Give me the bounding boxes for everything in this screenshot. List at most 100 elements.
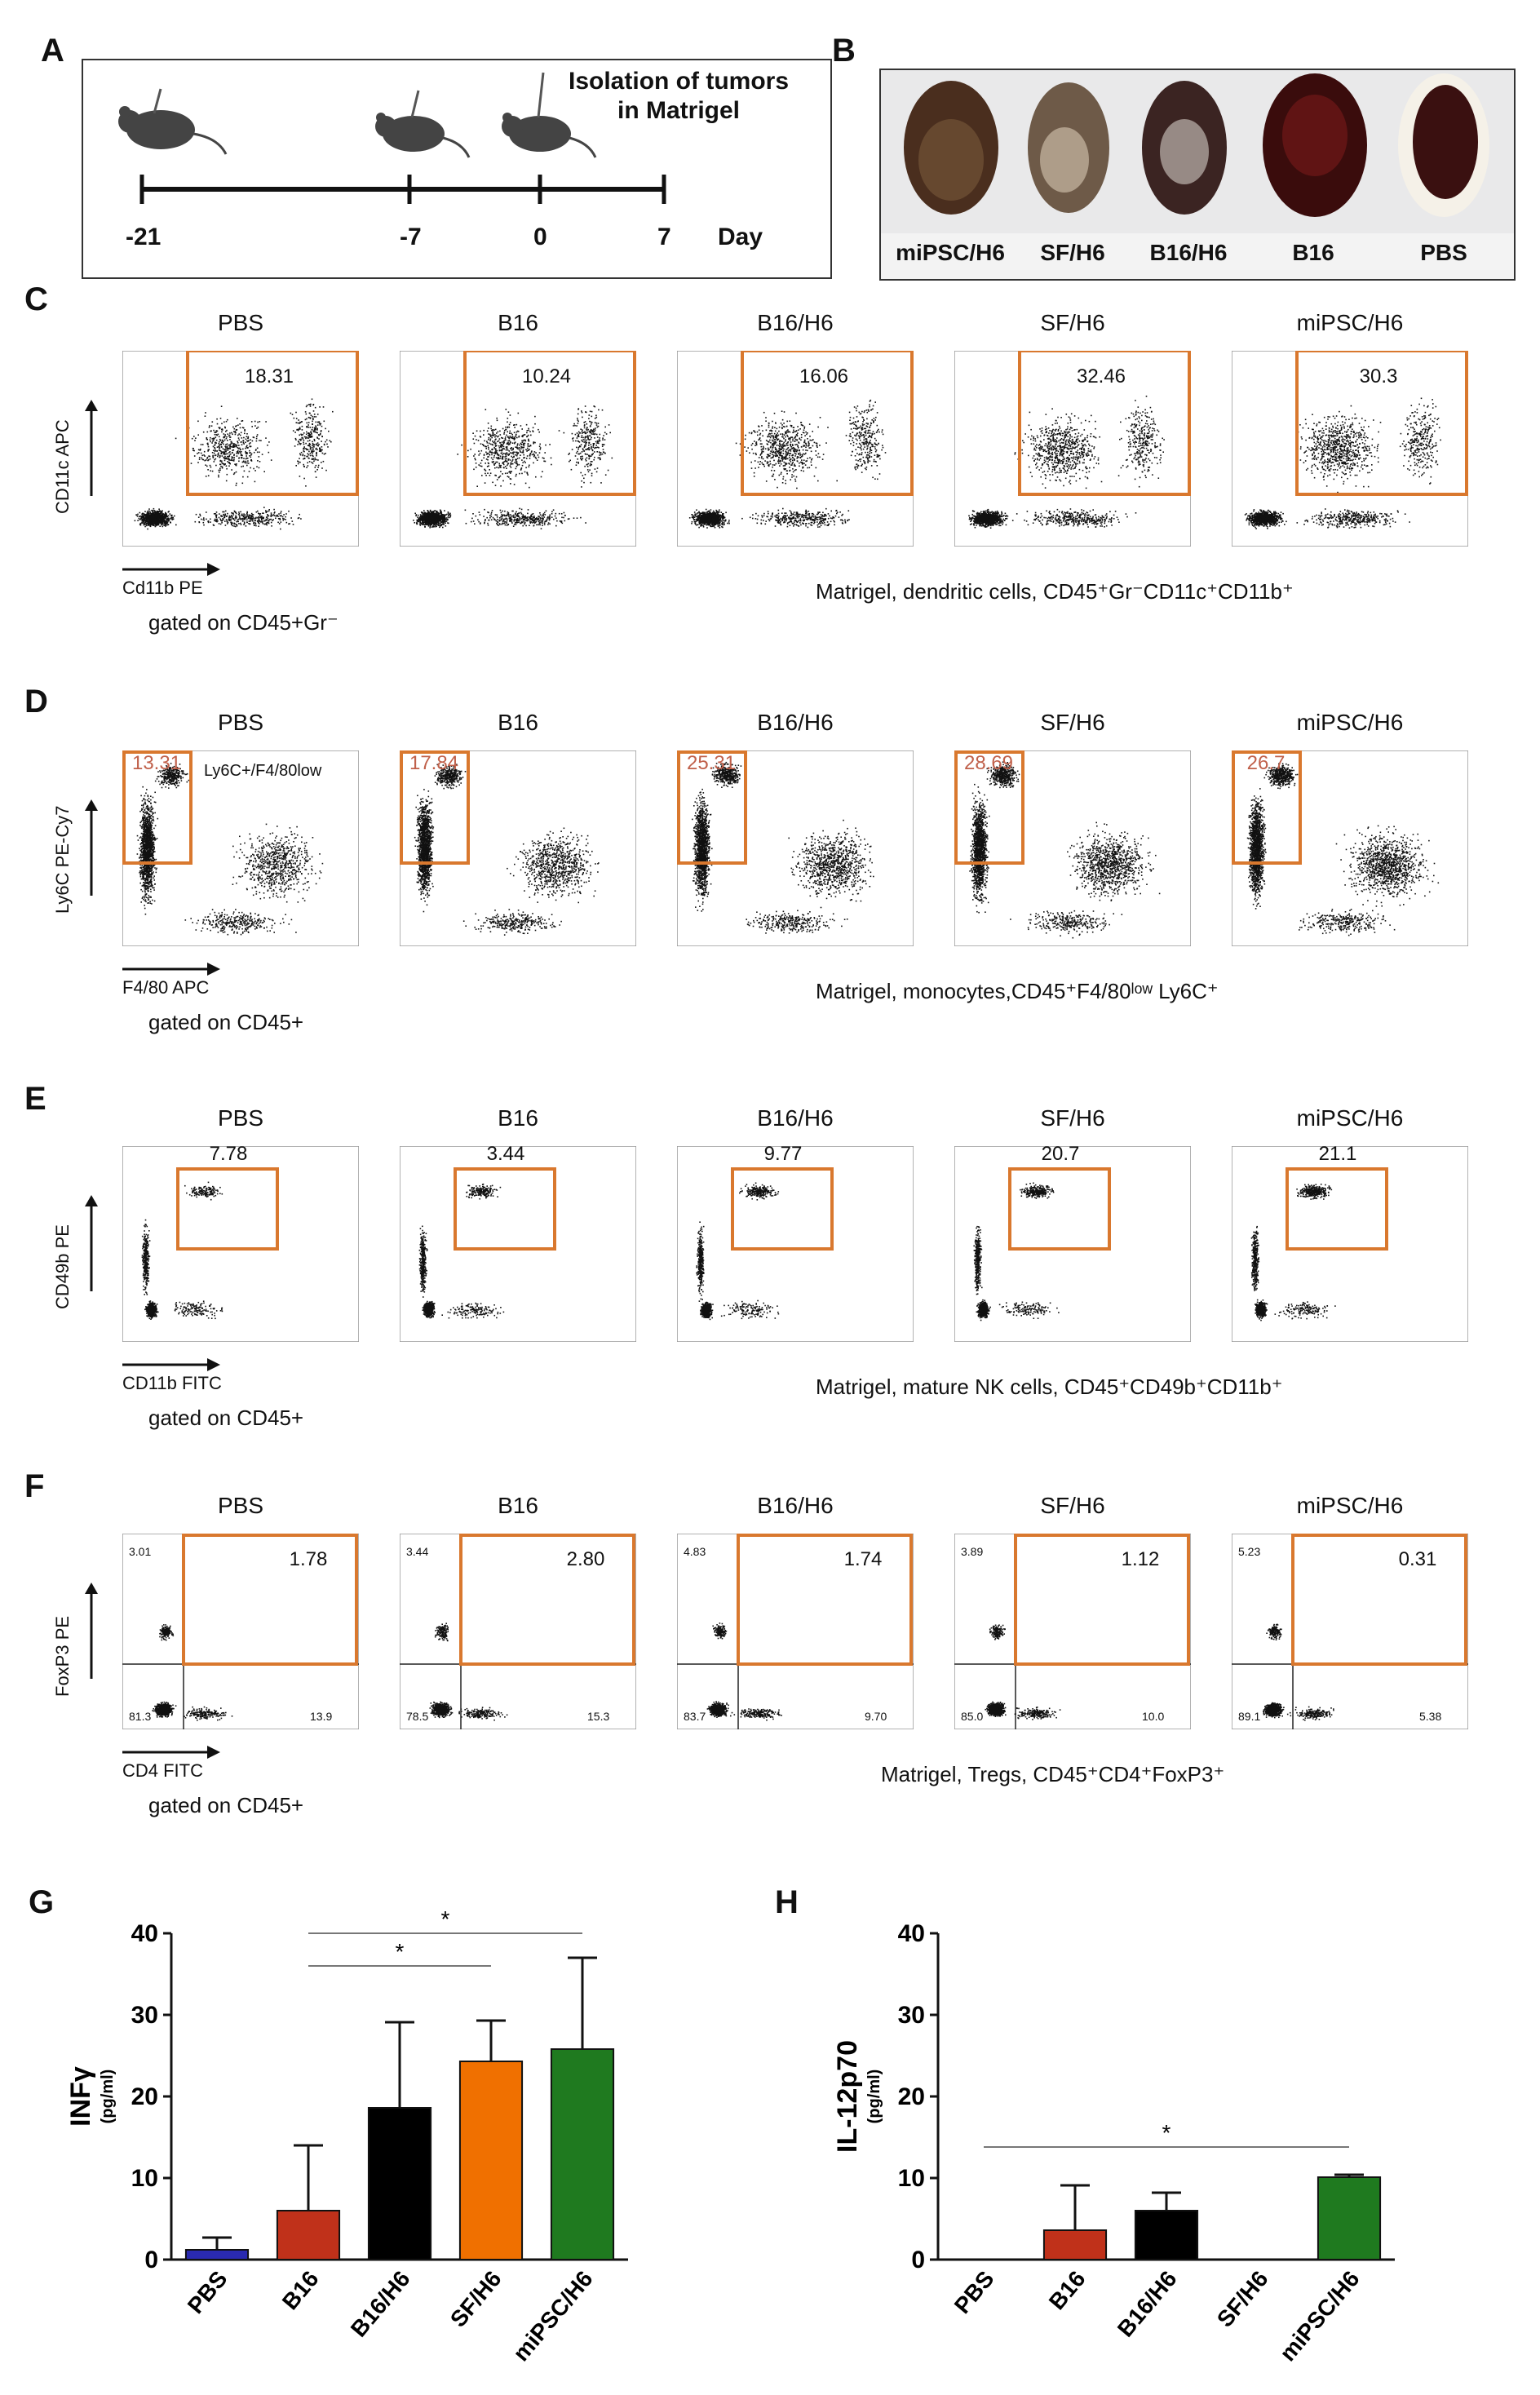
bar bbox=[550, 2048, 615, 2260]
gate-value: 17.84 bbox=[385, 752, 483, 775]
event-dots bbox=[141, 1181, 223, 1320]
gate-value: 10.24 bbox=[498, 365, 595, 388]
y-axis-label: FoxP3 PE bbox=[52, 1616, 73, 1697]
plot-frame bbox=[1232, 750, 1468, 946]
plot-title: PBS bbox=[102, 310, 379, 336]
plot-title: SF/H6 bbox=[934, 1493, 1211, 1519]
gate-box bbox=[454, 1167, 556, 1251]
y-axis-label: CD11c APC bbox=[52, 419, 73, 514]
panel-label-e: E bbox=[24, 1081, 46, 1118]
event-dots bbox=[152, 1624, 233, 1721]
event-dots bbox=[968, 396, 1165, 529]
gate-value: 3.44 bbox=[457, 1143, 555, 1166]
scatter-plot bbox=[400, 1534, 636, 1729]
gating-note: gated on CD45+ bbox=[148, 1793, 303, 1818]
plot-frame bbox=[400, 1146, 636, 1342]
scatter-plot bbox=[1232, 1146, 1468, 1342]
x-tick-label: B16/H6 bbox=[1113, 2266, 1182, 2342]
quadrant-value: 3.01 bbox=[129, 1545, 151, 1558]
x-axis-arrow bbox=[122, 963, 220, 976]
bar bbox=[1134, 2210, 1199, 2260]
x-tick-label: B16/H6 bbox=[346, 2266, 415, 2342]
scatter-plot bbox=[954, 1146, 1191, 1342]
quadrant-value: 13.9 bbox=[310, 1710, 332, 1723]
plot-title: PBS bbox=[102, 710, 379, 736]
scatter-plot bbox=[1232, 1534, 1468, 1729]
y-axis-label: CD49b PE bbox=[52, 1224, 73, 1309]
timepoint-label: -7 bbox=[400, 224, 422, 251]
sample-label: SF/H6 bbox=[1024, 240, 1122, 266]
row-caption: Matrigel, Tregs, CD45⁺CD4⁺FoxP3⁺ bbox=[881, 1762, 1224, 1787]
gate-value: 18.31 bbox=[220, 365, 318, 388]
tumor-photo: miPSC/H6 SF/H6 B16/H6 B16 PBS bbox=[879, 69, 1516, 281]
gate-box bbox=[954, 750, 1024, 865]
gate-box bbox=[1008, 1167, 1111, 1251]
plot-frame bbox=[122, 1146, 359, 1342]
x-tick-label: SF/H6 bbox=[1212, 2266, 1273, 2332]
scatter-plot bbox=[677, 1146, 914, 1342]
timepoint-label: 0 bbox=[533, 224, 547, 251]
plot-title: miPSC/H6 bbox=[1211, 710, 1489, 736]
mouse-icon bbox=[375, 90, 471, 158]
y-axis-arrow bbox=[85, 799, 98, 896]
event-dots bbox=[413, 405, 613, 529]
plot-title: B16/H6 bbox=[657, 1493, 934, 1519]
quadrant-value: 5.23 bbox=[1238, 1545, 1260, 1558]
scatter-plot bbox=[122, 1146, 359, 1342]
y-tick-label: 20 bbox=[131, 2083, 158, 2110]
y-tick-label: 40 bbox=[131, 1920, 158, 1947]
event-dots bbox=[1250, 1184, 1336, 1321]
significance-mark: * bbox=[1162, 2120, 1171, 2145]
y-axis-arrow bbox=[85, 1195, 98, 1291]
gate-box bbox=[1291, 1534, 1467, 1666]
y-tick-label: 0 bbox=[144, 2247, 158, 2273]
bar bbox=[367, 2107, 432, 2260]
gate-box bbox=[1295, 351, 1468, 496]
y-tick-label: 40 bbox=[898, 1920, 925, 1947]
y-axis-label: Ly6C PE-Cy7 bbox=[52, 806, 73, 914]
plot-title: B16/H6 bbox=[657, 710, 934, 736]
gate-value: 32.46 bbox=[1052, 365, 1150, 388]
plot-title: B16/H6 bbox=[657, 1105, 934, 1131]
plot-frame bbox=[677, 1146, 914, 1342]
x-tick-label: PBS bbox=[183, 2266, 232, 2318]
gate-value: 1.74 bbox=[814, 1548, 912, 1571]
x-tick-label: PBS bbox=[949, 2266, 999, 2318]
event-dots bbox=[1244, 397, 1441, 529]
x-axis-arrow bbox=[122, 1358, 220, 1371]
event-dots bbox=[688, 399, 887, 529]
y-tick-label: 0 bbox=[911, 2247, 925, 2273]
event-dots bbox=[134, 398, 334, 530]
y-axis-arrow bbox=[85, 400, 98, 496]
plot-title: miPSC/H6 bbox=[1211, 310, 1489, 336]
plot-title: B16 bbox=[379, 1105, 657, 1131]
plot-frame bbox=[1232, 1146, 1468, 1342]
scatter-plot bbox=[677, 351, 914, 547]
plot-frame bbox=[400, 750, 636, 946]
y-axis-label: IL-12p70 bbox=[832, 2040, 863, 2153]
y-tick-label: 10 bbox=[898, 2165, 925, 2192]
plot-title: SF/H6 bbox=[934, 710, 1211, 736]
event-dots bbox=[985, 1624, 1061, 1720]
quadrant-value: 81.3 bbox=[129, 1710, 151, 1723]
gate-box bbox=[400, 750, 470, 865]
x-tick-label: B16 bbox=[277, 2266, 324, 2314]
event-dots bbox=[429, 1622, 508, 1721]
y-tick-label: 20 bbox=[898, 2083, 925, 2110]
timepoint-label: -21 bbox=[126, 224, 161, 251]
x-axis-arrow bbox=[122, 1746, 220, 1759]
gate-box bbox=[1286, 1167, 1388, 1251]
x-axis-label: F4/80 APC bbox=[122, 977, 209, 998]
gate-value: 20.7 bbox=[1011, 1143, 1109, 1166]
plot-title: B16 bbox=[379, 710, 657, 736]
plot-title: B16 bbox=[379, 1493, 657, 1519]
x-axis-label: Cd11b PE bbox=[122, 578, 203, 599]
bar bbox=[276, 2210, 341, 2260]
quadrant-value: 78.5 bbox=[406, 1710, 428, 1723]
gate-value: 1.78 bbox=[259, 1548, 357, 1571]
gate-value: 7.78 bbox=[179, 1143, 277, 1166]
scatter-plot bbox=[400, 750, 636, 946]
scatter-plot bbox=[122, 1534, 359, 1729]
quadrant-value: 85.0 bbox=[961, 1710, 983, 1723]
significance-mark: * bbox=[441, 1906, 450, 1932]
